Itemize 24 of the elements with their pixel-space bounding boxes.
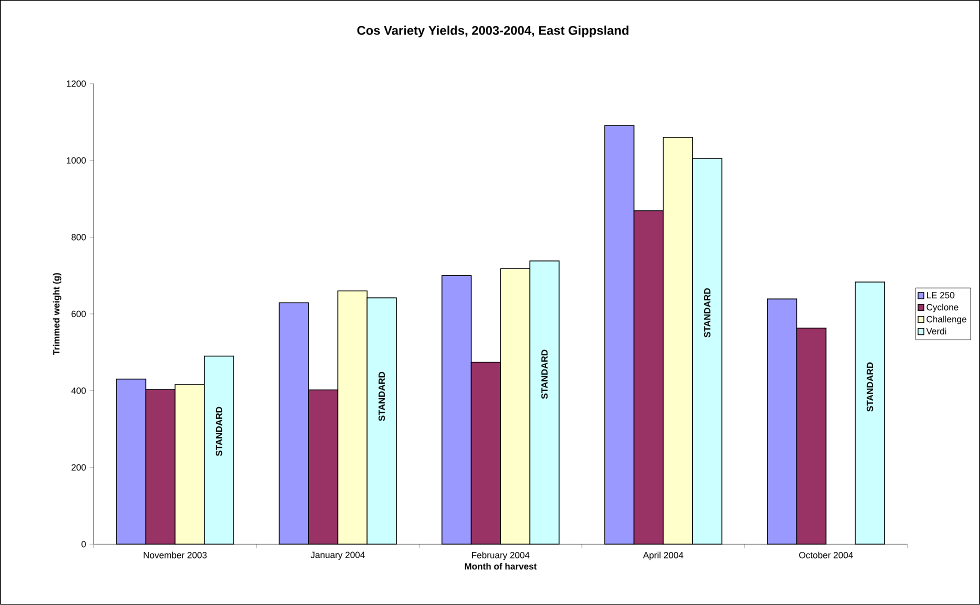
y-tick-label: 600: [72, 310, 86, 318]
legend-label: Cyclone: [926, 304, 958, 312]
x-tick-label: November 2003: [144, 552, 207, 558]
annotation: STANDARD: [704, 288, 710, 338]
annotation: STANDARD: [378, 372, 385, 422]
annotation: STANDARD: [866, 362, 874, 412]
legend-label: Challenge: [926, 316, 966, 324]
y-tick-label: 1200: [66, 80, 86, 87]
y-tick-label: 0: [82, 541, 86, 548]
y-tick-label: 400: [71, 388, 86, 394]
x-tick-label: February 2004: [472, 552, 530, 560]
y-tick-label: 200: [72, 464, 86, 471]
x-axis-title: Month of harvest: [464, 563, 537, 570]
y-tick-label: 1000: [66, 157, 86, 164]
x-tick-label: April 2004: [643, 552, 684, 560]
chart-title: Cos Variety Yields, 2003-2004, East Gippsland: [357, 26, 628, 38]
annotation: STANDARD: [216, 406, 222, 456]
legend-label: LE 250: [926, 292, 954, 298]
annotation: STANDARD: [541, 350, 548, 399]
y-tick-label: 800: [72, 234, 86, 240]
legend-label: Verdi: [926, 328, 946, 335]
x-tick-label: January 2004: [310, 552, 365, 560]
y-axis-title: Trimmed weight (g): [52, 273, 62, 356]
x-tick-label: October 2004: [799, 552, 853, 558]
